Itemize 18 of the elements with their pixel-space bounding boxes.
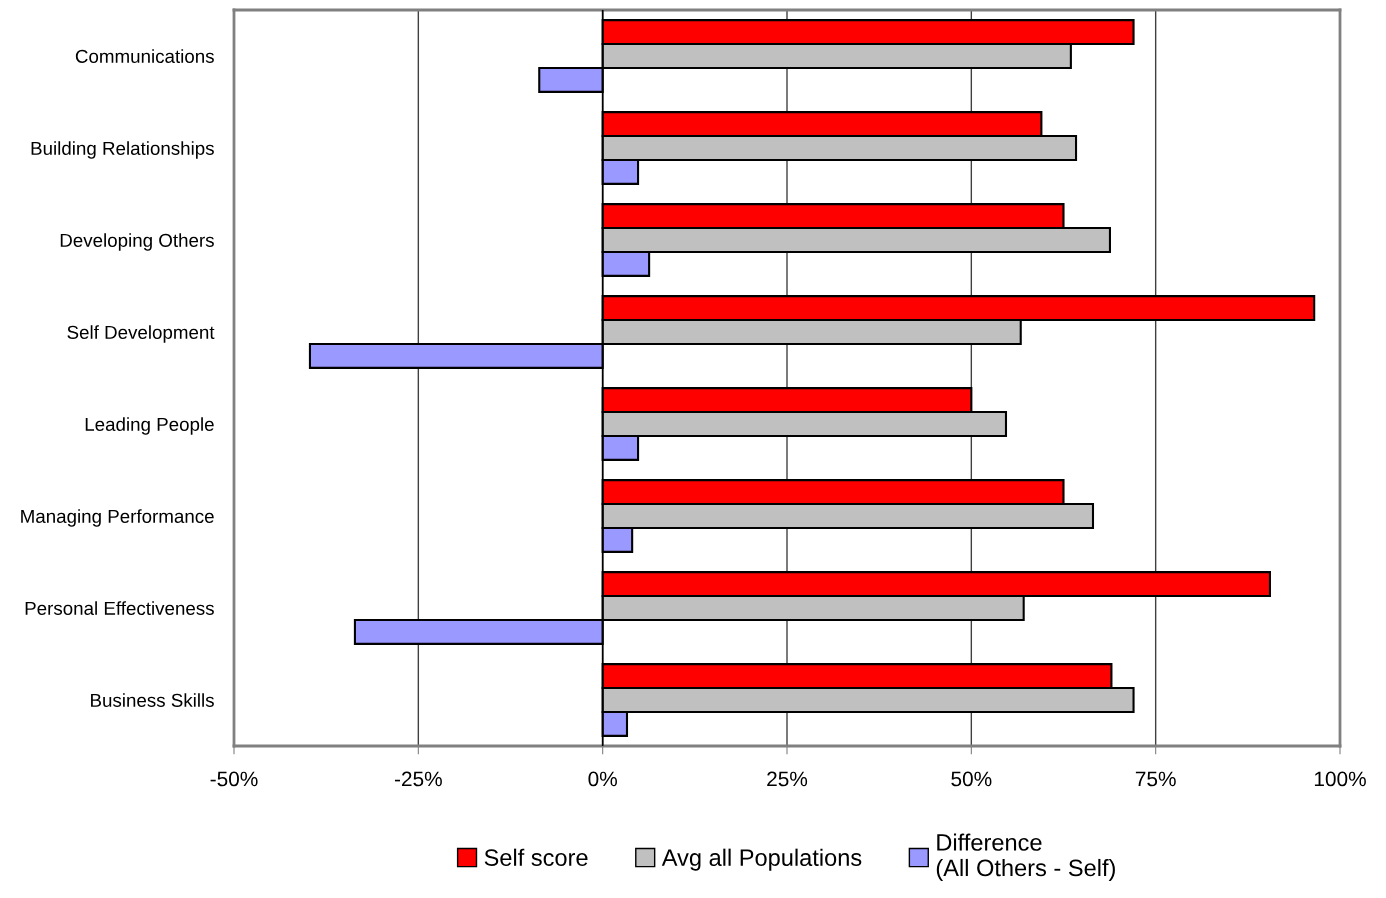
- x-tick-label: -50%: [210, 771, 258, 787]
- y-tick-label: Self Development: [67, 325, 215, 343]
- y-tick-label: Developing Others: [60, 233, 214, 251]
- x-tick-label: 0%: [588, 771, 617, 787]
- x-tick-label: 25%: [767, 771, 808, 787]
- y-tick-label: Leading People: [85, 417, 214, 435]
- y-tick-label: Business Skills: [91, 693, 214, 707]
- x-tick-label: 50%: [951, 771, 992, 787]
- x-tick-label: -25%: [394, 771, 442, 787]
- legend-label: Difference (All Others - Self): [936, 833, 1115, 881]
- y-tick-label: Communications: [75, 49, 214, 63]
- x-tick-label: 75%: [1135, 771, 1176, 787]
- y-tick-label: Building Relationships: [31, 141, 214, 159]
- y-tick-label: Managing Performance: [21, 509, 214, 527]
- y-tick-label: Personal Effectiveness: [25, 601, 214, 615]
- legend-label: Self score: [484, 848, 588, 866]
- legend-label: Avg all Populations: [661, 848, 862, 871]
- x-tick-label: 100%: [1314, 771, 1366, 787]
